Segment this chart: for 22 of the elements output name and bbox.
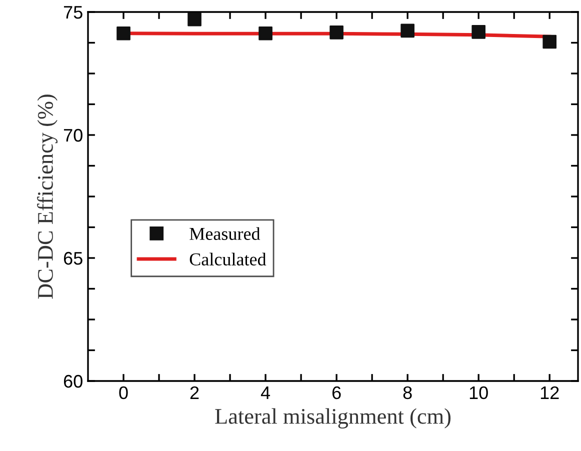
y-tick-label: 75 bbox=[64, 6, 82, 19]
x-tick-label: 4 bbox=[260, 386, 270, 399]
point bbox=[472, 25, 486, 39]
y-axis-title: DC-DC Efficiency (%) bbox=[37, 94, 58, 299]
point bbox=[330, 26, 344, 40]
x-tick-label: 10 bbox=[470, 386, 488, 400]
x-tick-label: 2 bbox=[190, 386, 199, 399]
x-axis-title: Lateral misalignment (cm) bbox=[215, 408, 450, 428]
legend-label: Calculated bbox=[190, 252, 266, 266]
x-tick-label: 0 bbox=[119, 386, 128, 400]
x-tick-label: 8 bbox=[403, 386, 412, 400]
y-tick-label: 65 bbox=[64, 252, 82, 265]
y-tick-label: 70 bbox=[64, 128, 82, 142]
x-tick-label: 12 bbox=[540, 386, 559, 399]
point bbox=[400, 24, 414, 38]
x-tick-label: 6 bbox=[332, 386, 341, 400]
y-tick-label: 60 bbox=[64, 374, 82, 388]
point bbox=[542, 34, 556, 49]
point bbox=[116, 26, 130, 40]
point bbox=[258, 26, 272, 40]
legend-label: Measured bbox=[190, 227, 260, 240]
point bbox=[188, 12, 202, 26]
